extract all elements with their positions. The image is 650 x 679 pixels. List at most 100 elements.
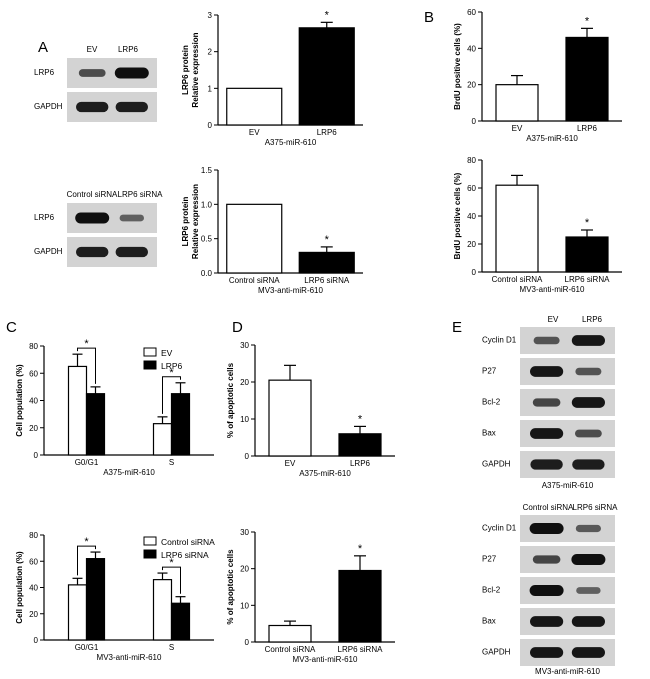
x-tick-label: Control siRNA <box>229 276 280 285</box>
blot-band <box>530 366 564 377</box>
y-tick-label: 0 <box>472 117 477 126</box>
y-tick-label: 40 <box>467 212 476 221</box>
bar-chart-4: 0 20 40 60 80 Cell population (%) A375-miR-610… <box>15 338 214 477</box>
bar-chart-3: 0 20 40 60 80 BrdU positive cells (%) MV3-anti… <box>453 156 622 294</box>
y-tick-label: 1 <box>208 84 213 93</box>
blot-band <box>119 214 144 222</box>
blot-band <box>532 555 561 564</box>
y-tick-label: 20 <box>29 610 38 619</box>
y-axis-label: % of apoptotic cells <box>226 362 235 438</box>
bar <box>170 602 191 641</box>
significance-bracket <box>162 566 181 594</box>
y-tick-label: 20 <box>240 378 249 387</box>
blot-band <box>530 428 564 439</box>
y-tick-label: 80 <box>29 531 38 540</box>
blot-band <box>78 69 106 77</box>
blot-band <box>575 524 601 533</box>
blot-band <box>572 459 605 470</box>
blot-lane-label: EV <box>548 315 559 324</box>
y-tick-label: 80 <box>467 156 476 165</box>
y-tick-label: 0 <box>208 121 213 130</box>
blot-band <box>76 246 109 258</box>
x-axis-label: A375-miR-610 <box>265 138 317 147</box>
significance-marker: * <box>585 217 590 229</box>
significance-marker: * <box>169 367 174 379</box>
blot-row-label: LRP6 <box>34 68 55 77</box>
bar <box>170 393 191 456</box>
bar <box>495 84 539 122</box>
bar-chart-7: 0 10 20 30 % of apoptotic cells MV3-anti-miR-… <box>226 528 395 664</box>
bar <box>67 584 88 641</box>
bar <box>85 393 106 456</box>
x-axis-label: MV3-anti-miR-610 <box>293 655 358 664</box>
y-tick-label: 60 <box>467 184 476 193</box>
blot-lane-label: Control siRNA <box>523 503 574 512</box>
y-tick-label: 0 <box>472 268 477 277</box>
y-axis-label: LRP6 proteinRelative expression <box>181 184 200 259</box>
y-tick-label: 10 <box>240 601 249 610</box>
blot-row-label: GAPDH <box>34 102 63 111</box>
y-tick-label: 20 <box>240 565 249 574</box>
y-tick-label: 40 <box>29 397 38 406</box>
blot-row-label: Cyclin D1 <box>482 524 517 533</box>
blot-band <box>115 101 148 113</box>
y-axis-label: BrdU positive cells (%) <box>453 172 462 259</box>
blot-lane-label: LRP6 <box>582 315 603 324</box>
bar <box>85 558 106 641</box>
bar <box>152 423 173 456</box>
legend-swatch <box>143 536 157 546</box>
x-tick-label: G0/G1 <box>75 643 99 652</box>
y-tick-label: 20 <box>467 81 476 90</box>
bar <box>298 251 355 274</box>
western-blot-2: EV LRP6 Cyclin D1 P27 Bcl-2 Bax GAPDH A375-miR-… <box>482 315 615 490</box>
x-axis-label: MV3-anti-miR-610 <box>520 285 585 294</box>
x-tick-label: EV <box>512 124 523 133</box>
bar <box>565 36 609 122</box>
blot-band <box>530 616 564 627</box>
y-tick-label: 20 <box>467 240 476 249</box>
y-tick-label: 0 <box>245 452 250 461</box>
y-axis-label: Cell population (%) <box>15 364 24 437</box>
blot-row-label: P27 <box>482 367 497 376</box>
significance-marker: * <box>84 338 89 350</box>
significance-bracket <box>77 545 96 576</box>
blot-row-label: Bcl-2 <box>482 398 501 407</box>
x-tick-label: G0/G1 <box>75 458 99 467</box>
blot-band <box>571 397 605 408</box>
blot-row-label: GAPDH <box>34 247 63 256</box>
x-tick-label: Control siRNA <box>265 645 316 654</box>
y-tick-label: 40 <box>467 44 476 53</box>
blot-row-label: Bax <box>482 617 496 626</box>
blot-band <box>571 616 605 627</box>
blot-lane-label: EV <box>87 45 98 54</box>
x-tick-label: LRP6 <box>350 459 371 468</box>
legend-label: EV <box>161 348 173 358</box>
blot-row-label: LRP6 <box>34 213 55 222</box>
y-axis-label: LRP6 proteinRelative expression <box>181 32 200 107</box>
x-tick-label: EV <box>285 459 296 468</box>
blot-band <box>529 523 564 534</box>
significance-marker: * <box>325 9 330 21</box>
blot-row-label: GAPDH <box>482 648 511 657</box>
y-tick-label: 2 <box>208 48 213 57</box>
bar <box>268 379 312 457</box>
x-tick-label: LRP6 siRNA <box>565 275 611 284</box>
x-tick-label: LRP6 <box>317 128 338 137</box>
western-blot-1: Control siRNA LRP6 siRNA LRP6 GAPDH <box>34 190 163 267</box>
y-tick-label: 60 <box>29 369 38 378</box>
y-tick-label: 20 <box>29 424 38 433</box>
bar <box>565 236 609 273</box>
significance-marker: * <box>84 536 89 548</box>
bar-chart-6: 0 20 40 60 80 Cell population (%) MV3-anti-miR… <box>15 531 215 662</box>
blot-band <box>575 367 602 376</box>
blot-row-label: Cyclin D1 <box>482 336 517 345</box>
bar <box>268 624 312 643</box>
blot-caption: MV3-anti-miR-610 <box>535 667 600 676</box>
x-tick-label: EV <box>249 128 260 137</box>
blot-band <box>115 246 148 258</box>
y-tick-label: 1.0 <box>201 200 213 209</box>
legend-label: LRP6 siRNA <box>161 550 209 560</box>
bar <box>298 27 355 126</box>
panel-letter-d: D <box>232 319 243 336</box>
significance-marker: * <box>169 557 174 569</box>
